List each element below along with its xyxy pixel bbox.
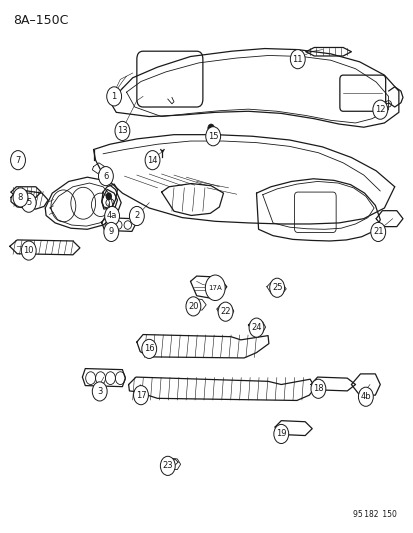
Text: 12: 12 xyxy=(374,105,385,114)
Text: 11: 11 xyxy=(292,55,302,63)
Circle shape xyxy=(310,379,325,398)
Text: 21: 21 xyxy=(372,228,382,237)
Circle shape xyxy=(104,206,119,225)
Text: 7: 7 xyxy=(15,156,21,165)
Text: 5: 5 xyxy=(26,198,31,207)
Circle shape xyxy=(372,100,387,119)
Text: 13: 13 xyxy=(117,126,128,135)
Text: 17A: 17A xyxy=(208,285,222,291)
Circle shape xyxy=(160,456,175,475)
Text: 4b: 4b xyxy=(360,392,370,401)
Circle shape xyxy=(370,222,385,241)
Text: 95 182 150: 95 182 150 xyxy=(352,510,396,519)
Text: 14: 14 xyxy=(147,156,157,165)
Circle shape xyxy=(205,127,220,146)
Circle shape xyxy=(98,166,113,185)
Text: 24: 24 xyxy=(251,323,261,332)
Circle shape xyxy=(21,241,36,260)
Text: 9: 9 xyxy=(108,228,114,237)
Text: 16: 16 xyxy=(144,344,154,353)
Text: 10: 10 xyxy=(24,246,34,255)
Circle shape xyxy=(142,340,156,359)
Circle shape xyxy=(218,302,233,321)
Text: 8: 8 xyxy=(18,193,23,202)
Text: 17: 17 xyxy=(135,391,146,400)
Circle shape xyxy=(207,124,214,133)
Circle shape xyxy=(11,151,25,169)
Text: 15: 15 xyxy=(207,132,218,141)
Text: 25: 25 xyxy=(271,283,282,292)
Circle shape xyxy=(133,385,148,405)
Text: 4a: 4a xyxy=(107,212,117,221)
Circle shape xyxy=(145,151,159,169)
Text: 2: 2 xyxy=(134,212,139,221)
Circle shape xyxy=(107,87,121,106)
Circle shape xyxy=(21,193,36,212)
Circle shape xyxy=(104,222,119,241)
Circle shape xyxy=(115,122,130,141)
Circle shape xyxy=(358,387,373,406)
Circle shape xyxy=(205,275,225,301)
Text: 1: 1 xyxy=(111,92,116,101)
Circle shape xyxy=(290,50,304,69)
Circle shape xyxy=(249,318,263,337)
Text: 20: 20 xyxy=(188,302,198,311)
Circle shape xyxy=(273,424,288,443)
Text: 6: 6 xyxy=(103,172,108,181)
Text: 23: 23 xyxy=(162,462,173,470)
Text: 8A–150C: 8A–150C xyxy=(13,14,68,27)
Circle shape xyxy=(13,188,28,207)
Text: 19: 19 xyxy=(275,430,286,439)
Circle shape xyxy=(92,382,107,401)
Text: 18: 18 xyxy=(312,384,323,393)
Text: 3: 3 xyxy=(97,387,102,396)
Circle shape xyxy=(106,193,111,199)
Circle shape xyxy=(185,297,200,316)
Text: 22: 22 xyxy=(220,307,230,316)
Circle shape xyxy=(129,206,144,225)
Circle shape xyxy=(269,278,284,297)
